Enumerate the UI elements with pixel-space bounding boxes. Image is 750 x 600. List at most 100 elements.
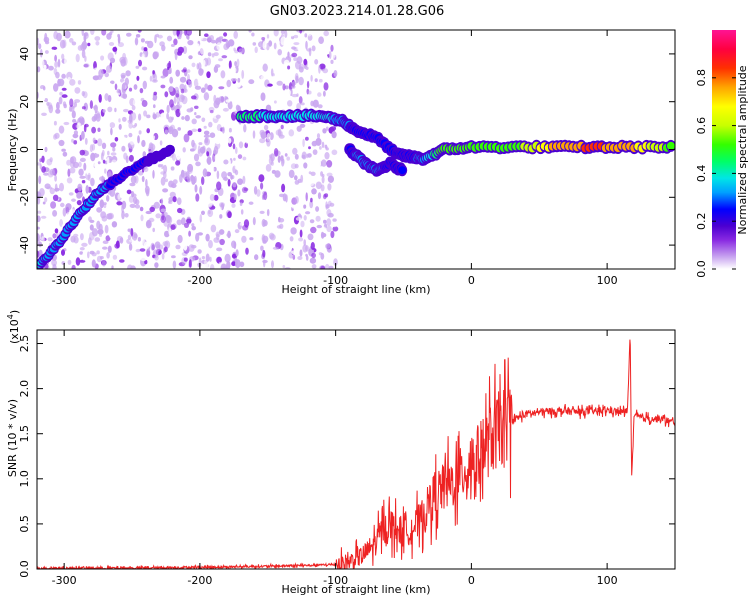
noise-speckle (198, 68, 204, 76)
noise-speckle (188, 230, 192, 237)
noise-speckle (73, 101, 78, 108)
noise-speckle (213, 194, 219, 201)
noise-speckle (216, 124, 222, 131)
noise-speckle (183, 241, 188, 251)
noise-speckle (122, 52, 126, 60)
noise-speckle (152, 113, 157, 120)
noise-speckle (68, 192, 74, 196)
noise-speckle (116, 204, 123, 212)
noise-speckle (209, 35, 215, 41)
noise-speckle (197, 118, 203, 123)
noise-speckle (107, 212, 114, 220)
noise-speckle (197, 232, 203, 236)
noise-speckle (59, 91, 63, 96)
noise-speckle (210, 264, 215, 269)
noise-speckle (102, 109, 106, 113)
noise-speckle (152, 63, 159, 71)
snr-xtick-label: -300 (52, 574, 77, 587)
noise-speckle (37, 66, 41, 73)
noise-speckle (263, 124, 269, 131)
noise-speckle (157, 34, 163, 39)
noise-speckle (237, 154, 243, 160)
noise-speckle (107, 52, 114, 61)
noise-speckle (41, 215, 47, 219)
noise-speckle (152, 70, 155, 75)
noise-speckle (268, 40, 273, 47)
noise-speckle (112, 147, 116, 152)
noise-speckle (79, 259, 86, 263)
noise-speckle (266, 87, 271, 95)
noise-speckle (59, 182, 64, 192)
spectrogram-xtick-label: -200 (187, 274, 212, 287)
noise-speckle (222, 126, 225, 134)
noise-speckle (213, 52, 219, 57)
noise-speckle (204, 137, 209, 144)
noise-speckle (107, 122, 110, 130)
noise-speckle (160, 176, 166, 186)
snr-frame (36, 329, 676, 570)
noise-speckle (79, 157, 86, 162)
noise-speckle (127, 119, 134, 124)
spectrogram-xtick-label: 100 (597, 274, 618, 287)
noise-speckle (145, 210, 152, 215)
noise-speckle (160, 84, 166, 89)
noise-speckle (125, 193, 129, 201)
noise-speckle (311, 140, 318, 147)
noise-speckle (294, 153, 299, 160)
noise-speckle (179, 76, 187, 83)
noise-speckle (218, 58, 223, 62)
noise-speckle (145, 178, 148, 188)
noise-speckle (176, 219, 182, 226)
noise-speckle (305, 40, 308, 50)
noise-speckle (111, 265, 114, 269)
noise-speckle (43, 172, 49, 176)
noise-speckle (96, 207, 103, 213)
noise-speckle (61, 249, 65, 256)
noise-speckle (166, 62, 171, 69)
noise-speckle (41, 236, 45, 244)
noise-speckle (146, 220, 151, 227)
snr-ytick-label: 2.5 (18, 335, 31, 353)
noise-speckle (304, 33, 308, 38)
snr-axes: -300 -200 -100 0 100 0.0 0.5 1.0 1.5 2.0 2.5 (18, 330, 675, 587)
noise-speckle (284, 30, 288, 38)
noise-speckle (183, 133, 190, 143)
noise-speckle (118, 123, 122, 130)
noise-speckle (60, 174, 67, 179)
noise-speckle (206, 71, 211, 79)
noise-speckle (134, 37, 139, 46)
noise-speckle (322, 68, 329, 74)
noise-speckle (323, 219, 327, 224)
noise-speckle (58, 96, 63, 105)
noise-speckle (193, 153, 200, 162)
noise-speckle (76, 200, 82, 206)
noise-speckle (306, 80, 310, 89)
noise-speckle (233, 157, 236, 161)
noise-speckle (301, 154, 306, 159)
noise-speckle (150, 242, 155, 251)
noise-speckle (179, 174, 183, 183)
noise-speckle (293, 34, 299, 39)
noise-speckle (242, 175, 246, 185)
colorbar-tick-label: 0.8 (695, 69, 708, 87)
noise-speckle (266, 34, 270, 39)
noise-speckle (293, 261, 299, 269)
noise-speckle (119, 259, 125, 263)
noise-speckle (254, 254, 259, 261)
noise-speckle (37, 250, 40, 258)
noise-speckle (248, 30, 252, 33)
noise-speckle (186, 69, 191, 73)
noise-speckle (325, 243, 331, 249)
noise-speckle (71, 41, 77, 46)
noise-speckle (177, 46, 184, 54)
noise-speckle (235, 259, 241, 269)
noise-speckle (317, 192, 322, 200)
noise-speckle (141, 53, 145, 60)
noise-speckle (238, 141, 244, 149)
noise-speckle (53, 31, 59, 40)
noise-speckle (91, 126, 96, 134)
noise-speckle (101, 260, 106, 267)
noise-speckle (301, 30, 305, 33)
noise-speckle (326, 139, 333, 149)
noise-speckle (109, 188, 116, 197)
